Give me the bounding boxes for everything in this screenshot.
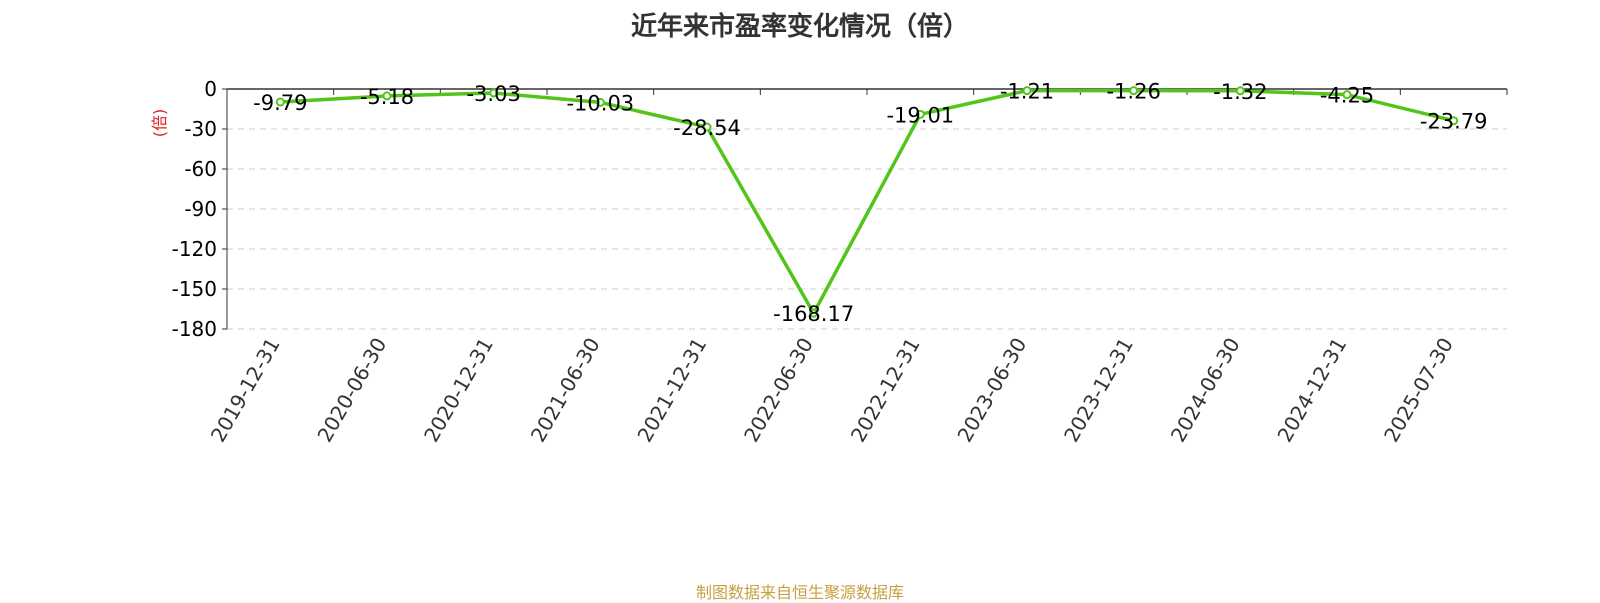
source-note: 制图数据来自恒生聚源数据库	[695, 583, 904, 602]
data-points	[275, 86, 1459, 318]
y-tick-label: -150	[172, 277, 217, 301]
data-point	[275, 97, 285, 107]
data-label: -1.21	[1000, 80, 1054, 104]
data-point	[1449, 116, 1459, 126]
x-tick-label: 2024-12-31	[1272, 334, 1351, 447]
x-tick-label: 2019-12-31	[206, 334, 285, 447]
y-tick-label: 0	[204, 77, 217, 101]
x-tick-label: 2021-06-30	[526, 334, 605, 447]
x-tick-label: 2025-07-30	[1379, 334, 1458, 447]
data-label: -10.03	[566, 91, 634, 115]
data-point	[595, 97, 605, 107]
data-label: -9.79	[253, 91, 307, 115]
data-point	[489, 88, 499, 98]
data-point	[1235, 86, 1245, 96]
series-line	[280, 88, 1455, 315]
data-point	[702, 122, 712, 132]
chart-title: 近年来市盈率变化情况（倍）	[630, 12, 969, 42]
x-tick-labels: 2019-12-31 2020-06-30 2020-12-31 2021-06-30…	[206, 333, 1458, 446]
x-tick-label: 2023-06-30	[952, 334, 1031, 447]
y-tick-label: -120	[172, 237, 217, 261]
grid-lines	[227, 128, 1507, 330]
data-point	[809, 308, 819, 318]
y-tick-label: -90	[184, 197, 217, 221]
x-tick-label: 2024-06-30	[1166, 334, 1245, 447]
x-tick-label: 2022-06-30	[739, 334, 818, 447]
data-label: -4.25	[1320, 84, 1374, 108]
data-label: -3.03	[466, 82, 520, 106]
data-label: -19.01	[886, 103, 954, 127]
data-point	[1022, 86, 1032, 96]
data-label: -168.17	[773, 302, 854, 326]
series-polyline	[280, 88, 1455, 315]
x-tick-label: 2020-06-30	[312, 334, 391, 447]
data-point	[1129, 86, 1139, 96]
data-labels: -9.79 -5.18 -3.03 -10.03 -28.54 -168.17 -19.01…	[253, 80, 1487, 327]
data-point	[915, 109, 925, 119]
data-point	[1342, 90, 1352, 100]
x-tick-label: 2020-12-31	[419, 333, 498, 446]
data-label: -1.32	[1213, 80, 1267, 104]
y-tick-label: -30	[184, 117, 217, 141]
axes	[222, 88, 1508, 330]
y-tick-label: -60	[184, 157, 217, 181]
y-axis-label: (倍)	[150, 109, 169, 138]
y-tick-labels: 0 -30 -60 -90 -120 -150 -180	[172, 77, 217, 341]
data-point	[382, 91, 392, 101]
data-label: -1.26	[1106, 80, 1160, 104]
x-tick-label: 2023-12-31	[1059, 334, 1138, 447]
x-tick-label: 2022-12-31	[846, 333, 925, 446]
x-tick-label: 2021-12-31	[632, 334, 711, 447]
data-label: -23.79	[1420, 110, 1488, 134]
y-tick-label: -180	[172, 317, 217, 341]
data-label: -5.18	[360, 85, 414, 109]
data-label: -28.54	[673, 116, 741, 140]
